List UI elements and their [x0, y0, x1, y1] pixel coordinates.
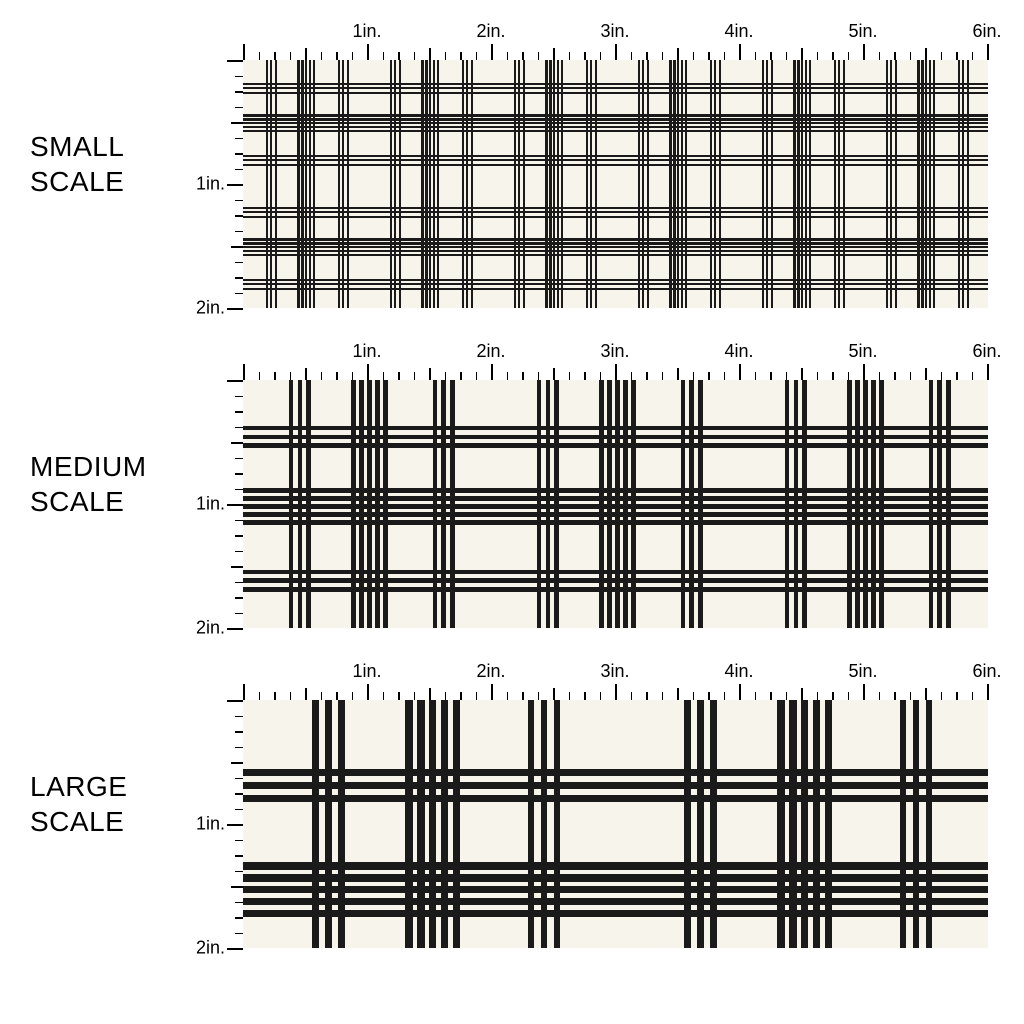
ruler-v-label: 2in. — [196, 618, 225, 639]
ruler-vertical: 1in.2in. — [203, 380, 243, 628]
ruler-v-label: 2in. — [196, 938, 225, 959]
ruler-h-label: 3in. — [600, 661, 629, 682]
ruler-h-label: 4in. — [724, 661, 753, 682]
ruler-horizontal: 1in.2in.3in.4in.5in.6in. — [243, 340, 988, 380]
ruler-h-label: 5in. — [848, 341, 877, 362]
ruler-v-label: 1in. — [196, 494, 225, 515]
ruler-h-label: 2in. — [476, 341, 505, 362]
ruler-v-label: 1in. — [196, 174, 225, 195]
ruler-v-label: 2in. — [196, 298, 225, 319]
swatch-area: 1in.2in.3in.4in.5in.6in.1in.2in. — [243, 20, 988, 308]
ruler-h-label: 4in. — [724, 21, 753, 42]
ruler-v-label: 1in. — [196, 814, 225, 835]
ruler-h-label: 6in. — [972, 661, 1001, 682]
panel-small: SMALLSCALE1in.2in.3in.4in.5in.6in.1in.2i… — [18, 20, 1006, 308]
ruler-h-label: 6in. — [972, 21, 1001, 42]
pattern-swatch — [243, 60, 988, 308]
pattern-swatch — [243, 700, 988, 948]
ruler-h-label: 2in. — [476, 21, 505, 42]
ruler-h-label: 6in. — [972, 341, 1001, 362]
swatch-area: 1in.2in.3in.4in.5in.6in.1in.2in. — [243, 660, 988, 948]
ruler-h-label: 1in. — [352, 21, 381, 42]
ruler-h-label: 4in. — [724, 341, 753, 362]
ruler-horizontal: 1in.2in.3in.4in.5in.6in. — [243, 20, 988, 60]
swatch-area: 1in.2in.3in.4in.5in.6in.1in.2in. — [243, 340, 988, 628]
pattern-swatch — [243, 380, 988, 628]
ruler-h-label: 3in. — [600, 341, 629, 362]
ruler-vertical: 1in.2in. — [203, 700, 243, 948]
panel-medium: MEDIUMSCALE1in.2in.3in.4in.5in.6in.1in.2… — [18, 340, 1006, 628]
ruler-h-label: 1in. — [352, 341, 381, 362]
ruler-h-label: 5in. — [848, 21, 877, 42]
ruler-h-label: 5in. — [848, 661, 877, 682]
ruler-h-label: 3in. — [600, 21, 629, 42]
ruler-h-label: 1in. — [352, 661, 381, 682]
ruler-vertical: 1in.2in. — [203, 60, 243, 308]
ruler-horizontal: 1in.2in.3in.4in.5in.6in. — [243, 660, 988, 700]
panel-large: LARGESCALE1in.2in.3in.4in.5in.6in.1in.2i… — [18, 660, 1006, 948]
ruler-h-label: 2in. — [476, 661, 505, 682]
